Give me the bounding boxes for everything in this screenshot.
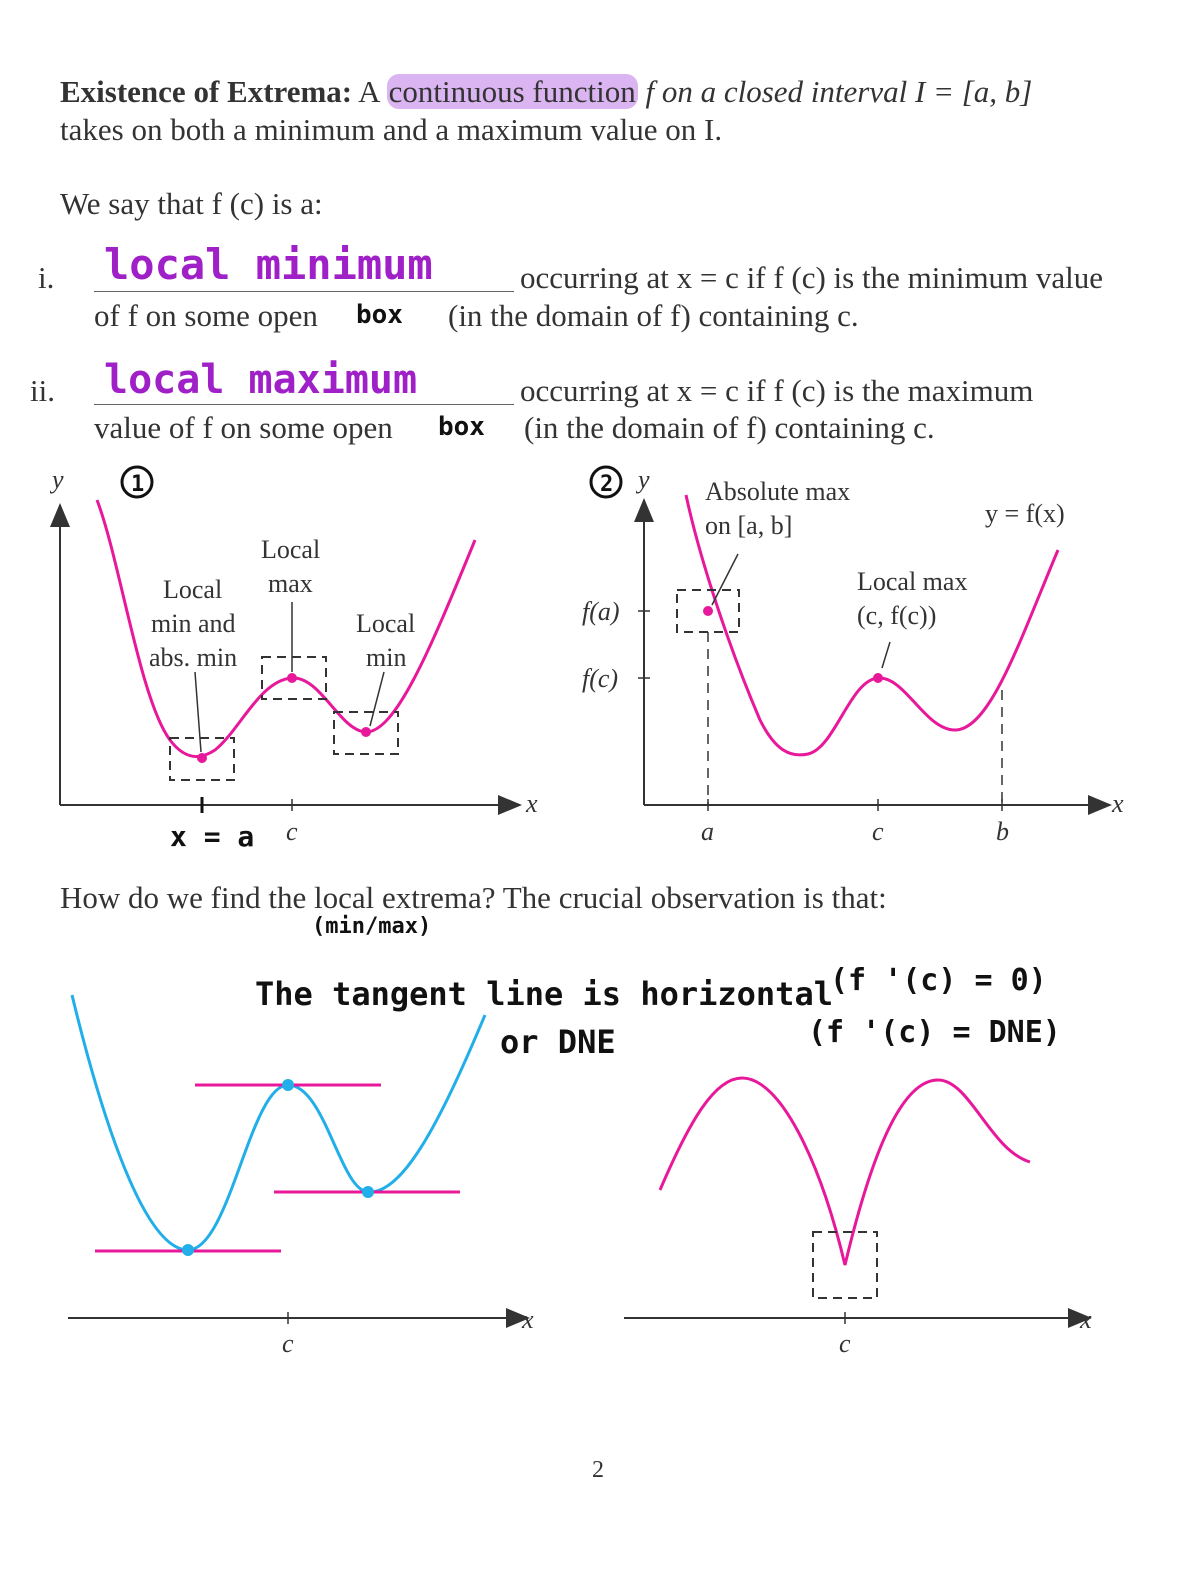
say-line: We say that f (c) is a:: [60, 186, 323, 221]
item2-handwritten-answer: local maximum: [104, 357, 418, 403]
item2-handwritten-box: box: [438, 412, 485, 442]
page-number: 2: [592, 1457, 604, 1483]
figure1-x-label: x: [525, 789, 538, 818]
handwritten-tangent-horizontal: The tangent line is horizontal: [255, 975, 833, 1013]
figure1-label-local-max-2: max: [268, 569, 313, 598]
figure2-x-label: x: [1111, 789, 1124, 818]
figure1-label-local-min-1: Local: [356, 609, 415, 638]
item2-text-2b: (in the domain of f) containing c.: [524, 410, 935, 445]
figure2-point-abs-max: [703, 606, 713, 616]
figure2-tick-b: b: [996, 817, 1009, 846]
item1-handwritten-box: box: [356, 300, 403, 330]
figure4-curve: [658, 1076, 1031, 1266]
figure3-tick-c: c: [282, 1329, 294, 1358]
figure1-box-abs-min: [169, 737, 235, 781]
definition-line-2: takes on both a minimum and a maximum va…: [60, 112, 723, 147]
figure2: y x 2 Absolute max on [a, b] y = f(x) Lo…: [582, 465, 1124, 846]
figure1-point-local-min: [361, 727, 371, 737]
item1-text-2a: of f on some open: [94, 298, 318, 333]
item2-text-1: occurring at x = c if f (c) is the maxim…: [520, 373, 1034, 408]
definition-line-1: Existence of Extrema: A continuous funct…: [60, 74, 1033, 109]
figure3-point-3: [362, 1186, 374, 1198]
definition-heading: Existence of Extrema:: [60, 74, 353, 109]
highlighted-term: continuous function: [386, 74, 638, 109]
figure2-label-abs-max-1: Absolute max: [705, 477, 850, 506]
figure1-box-local-max: [261, 656, 327, 700]
figure1-handwritten-xa: x = a: [170, 820, 254, 853]
figure2-tick-a: a: [701, 817, 714, 846]
item2-numeral: ii.: [30, 373, 55, 408]
figure1-point-local-max: [287, 673, 297, 683]
figure4-x-label: x: [1079, 1305, 1092, 1334]
figure1: y x 1 Local max Local min and abs. min L…: [49, 465, 538, 853]
figure2-tick-c: c: [872, 817, 884, 846]
figure1-box-local-min: [333, 711, 399, 755]
handwritten-fprime-dne: (f '(c) = DNE): [808, 1015, 1061, 1050]
figure1-point-abs-min: [197, 753, 207, 763]
handwritten-minmax: (min/max): [312, 914, 432, 939]
figure1-label-min-abs-3: abs. min: [149, 643, 237, 672]
definition-text-before: A: [358, 74, 379, 109]
figure4-tick-c: c: [839, 1329, 851, 1358]
figure2-label-func: y = f(x): [985, 499, 1065, 528]
figure2-tick-fa: f(a): [582, 597, 620, 626]
figure1-label-min-abs-2: min and: [151, 609, 236, 638]
figure1-marker-number: 1: [131, 472, 144, 497]
figure1-label-local-min-2: min: [366, 643, 406, 672]
figure3: x c: [68, 994, 534, 1358]
figure3-point-2: [282, 1079, 294, 1091]
figure2-curve: [684, 494, 1060, 757]
figure3-x-label: x: [521, 1305, 534, 1334]
figure3-curve: [70, 994, 487, 1252]
figure1-marker-circle: [120, 465, 154, 499]
definition-text-after: f on a closed interval I = [a, b]: [645, 74, 1033, 109]
item1-text-1: occurring at x = c if f (c) is the minim…: [520, 260, 1104, 295]
item1-text-2b: (in the domain of f) containing c.: [448, 298, 859, 333]
figure3-point-1: [182, 1244, 194, 1256]
handwritten-fprime-zero: (f '(c) = 0): [830, 963, 1047, 998]
figure2-marker-circle: [589, 465, 623, 499]
figure2-label-abs-max-2: on [a, b]: [705, 511, 792, 540]
figure2-marker-number: 2: [600, 472, 613, 497]
figure2-label-local-max-2: (c, f(c)): [857, 601, 936, 630]
figure4-box-cusp: [812, 1231, 878, 1299]
figure1-label-local-max-1: Local: [261, 535, 320, 564]
figure2-point-local-max: [873, 673, 883, 683]
figure2-label-local-max-1: Local max: [857, 567, 967, 596]
figure2-tick-fc: f(c): [582, 664, 618, 693]
figure1-tick-c-label: c: [286, 817, 298, 846]
item2-text-2a: value of f on some open: [94, 410, 393, 445]
figure4: x c: [624, 1076, 1092, 1358]
item1-numeral: i.: [38, 260, 55, 295]
figure1-y-label: y: [49, 465, 64, 494]
figure2-y-label: y: [635, 465, 650, 494]
item1-handwritten-answer: local minimum: [104, 240, 433, 289]
question-line: How do we find the local extrema? The cr…: [60, 880, 887, 915]
figure1-label-min-abs-1: Local: [163, 575, 222, 604]
item2-blank-line: [94, 404, 514, 405]
handwritten-or-dne: or DNE: [500, 1023, 616, 1061]
item1-blank-line: [94, 291, 514, 292]
